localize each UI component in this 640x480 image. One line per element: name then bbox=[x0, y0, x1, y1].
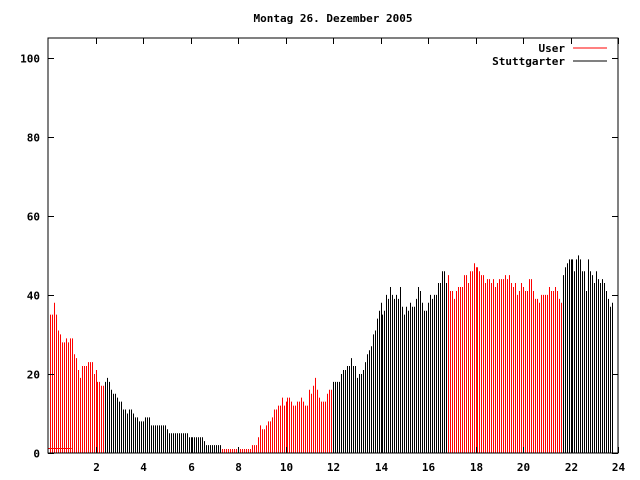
legend-label-user: User bbox=[539, 42, 566, 55]
bars bbox=[48, 255, 613, 453]
legend-label-stuttgarter: Stuttgarter bbox=[492, 55, 565, 68]
y-tick-label: 80 bbox=[27, 132, 40, 145]
y-tick-label: 60 bbox=[27, 211, 40, 224]
y-tick-label: 100 bbox=[20, 53, 40, 66]
x-tick-label: 10 bbox=[280, 461, 293, 474]
x-tick-label: 14 bbox=[375, 461, 389, 474]
x-tick-label: 18 bbox=[470, 461, 483, 474]
x-tick-label: 6 bbox=[188, 461, 195, 474]
x-tick-label: 24 bbox=[612, 461, 626, 474]
y-tick-label: 0 bbox=[33, 448, 40, 461]
x-tick-label: 16 bbox=[422, 461, 436, 474]
plot-frame bbox=[47, 37, 619, 454]
x-tick-label: 22 bbox=[565, 461, 578, 474]
x-tick-label: 2 bbox=[93, 461, 100, 474]
y-tick-label: 40 bbox=[27, 290, 40, 303]
x-tick-label: 4 bbox=[140, 461, 147, 474]
x-tick-label: 8 bbox=[235, 461, 242, 474]
x-tick-label: 12 bbox=[327, 461, 340, 474]
legend: User Stuttgarter bbox=[492, 42, 607, 68]
x-tick-label: 20 bbox=[517, 461, 530, 474]
y-tick-label: 20 bbox=[27, 369, 40, 382]
chart-title: Montag 26. Dezember 2005 bbox=[254, 12, 413, 25]
